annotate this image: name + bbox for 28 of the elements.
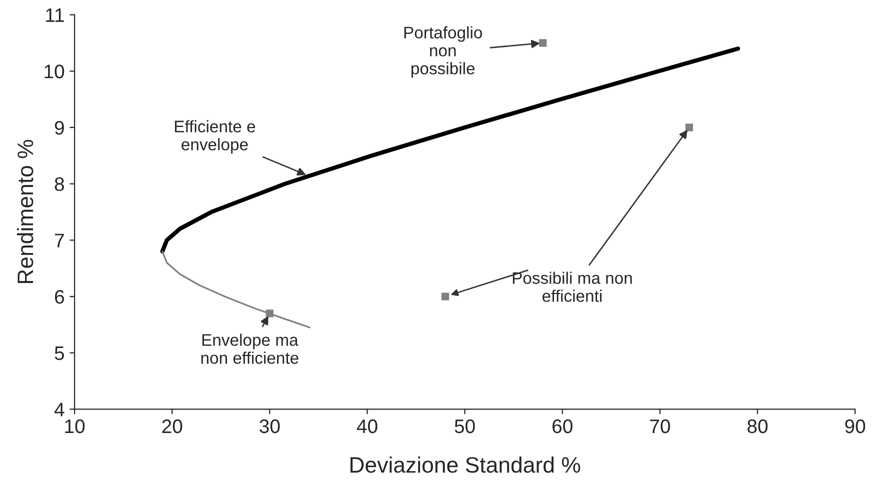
point [441, 292, 450, 300]
y-tick-label: 4 [54, 402, 64, 416]
annotation: Envelope ma non efficiente [201, 334, 298, 364]
x-tick-label: 70 [650, 419, 670, 434]
line-series [162, 250, 311, 328]
x-tick-label: 10 [65, 419, 85, 434]
y-tick-label: 7 [55, 234, 64, 248]
x-tick-label: 40 [356, 419, 378, 434]
y-tick-label: 9 [54, 120, 64, 135]
x-tick-label: 90 [845, 419, 866, 434]
y-tick-label: 5 [54, 346, 64, 360]
x-tick-label: 30 [260, 419, 280, 434]
x-tick-label: 20 [162, 419, 182, 434]
y-axis-title: Rendimento % [16, 140, 34, 284]
x-tick-label: 80 [748, 419, 768, 434]
point [539, 39, 547, 47]
x-axis-title: Deviazione Standard % [350, 456, 580, 473]
line-series [160, 46, 740, 254]
y-tick-label: 10 [44, 64, 64, 78]
x-tick-label: 60 [552, 419, 572, 434]
x-tick-label: 50 [454, 419, 475, 434]
y-tick-label: 6 [54, 290, 64, 304]
annotation: Possibili ma non efficienti [512, 272, 632, 302]
y-tick-label: 8 [54, 177, 64, 192]
y-tick-label: 11 [46, 8, 64, 22]
annotation: Portafoglio non possibile [404, 26, 482, 78]
point [685, 124, 694, 132]
annotation: Efficiente e envelope [174, 120, 256, 154]
